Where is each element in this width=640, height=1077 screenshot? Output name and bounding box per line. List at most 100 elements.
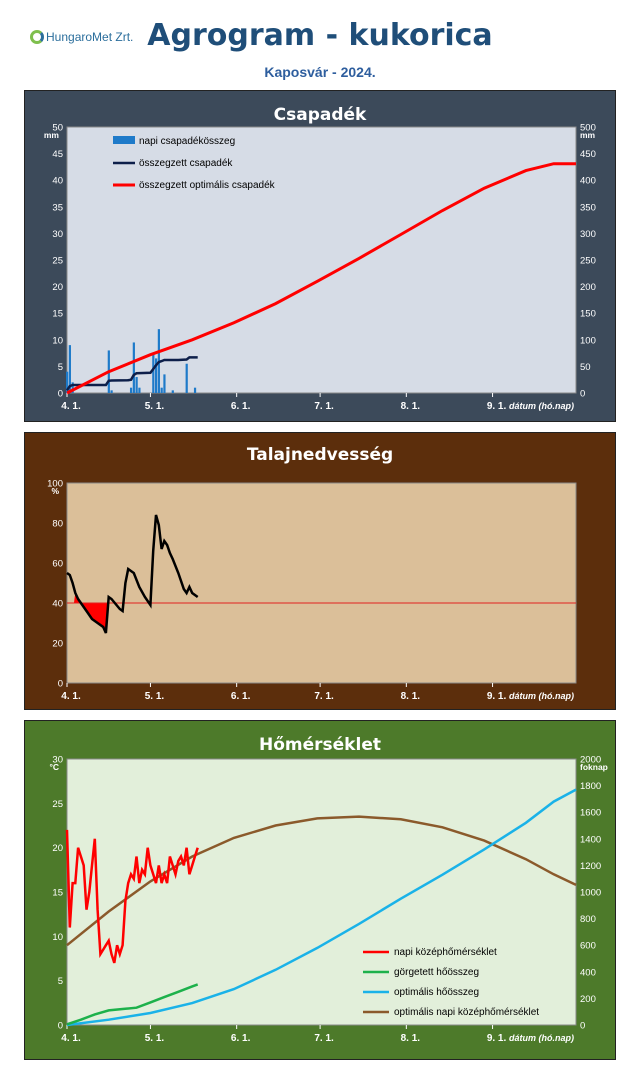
precipitation-bar [68,345,71,393]
x-tick-label: 8. 1. [401,691,421,702]
x-tick-label: 7. 1. [314,691,334,702]
x-tick-label: 4. 1. [61,401,81,412]
x-tick-label: 7. 1. [314,401,334,412]
right-y-tick-label: 1000 [580,888,601,899]
x-tick-label: 5. 1. [145,401,165,412]
temperature-panel: Hőmérséklet 4. 1. 5. 1. 6. 1. 7. 1. 8. 1. 9. … [24,720,616,1060]
legend-label: optimális napi középhőmérséklet [394,1007,539,1018]
x-tick-label: 9. 1. [487,401,507,412]
temperature-title: Hőmérséklet [259,735,381,755]
right-y-tick-label: 100 [580,335,596,346]
soil-moisture-line [66,514,199,634]
right-y-tick-label: 200 [580,282,596,293]
precipitation-panel: Csapadék 4. 1. 5. 1. 6. 1. 7. 1. 8. 1. 9. 1. d… [24,90,616,422]
soil-moisture-chart: 4. 1. 5. 1. 6. 1. 7. 1. 8. 1. 9. 1. dátum (hó.… [47,479,577,702]
precipitation-bar [71,382,74,393]
left-y-unit: °C [49,762,59,772]
left-y-tick-label: 100 [47,479,63,490]
left-y-tick-label: 0 [58,389,63,400]
right-y-tick-label: 50 [580,362,591,373]
x-tick-label: 6. 1. [231,401,251,412]
left-y-tick-label: 20 [52,639,63,650]
left-y-tick-label: 50 [52,123,63,134]
precipitation-bar [129,387,133,393]
cumulative-precipitation-line [65,356,198,391]
right-y-tick-label: 500 [580,123,596,134]
soil-moisture-title: Talajnedvesség [246,445,394,465]
precipitation-bar [110,390,113,393]
left-y-tick-label: 30 [52,755,63,766]
left-y-tick-label: 0 [58,679,63,690]
rolling-heat-sum-line [66,983,199,1026]
right-y-tick-label: 1200 [580,861,601,872]
precipitation-bar [163,374,166,393]
x-axis-label: dátum (hó.nap) [509,1033,574,1043]
right-y-tick-label: 2000 [580,755,601,766]
right-y-tick-label: 400 [580,176,596,187]
precipitation-bar [135,377,138,393]
x-tick-label: 7. 1. [314,1033,334,1044]
precipitation-bar [132,342,135,393]
left-y-tick-label: 60 [52,559,63,570]
plot-area [66,126,577,394]
x-tick-label: 5. 1. [145,1033,165,1044]
precipitation-bar [152,353,155,393]
left-y-tick-label: 10 [52,932,63,943]
left-y-tick-label: 45 [52,149,63,160]
left-y-tick-label: 0 [58,1021,63,1032]
right-y-unit: foknap [580,762,608,772]
x-tick-label: 6. 1. [231,1033,251,1044]
right-y-tick-label: 400 [580,967,596,978]
precipitation-bar [193,387,197,393]
soil-moisture-panel: Talajnedvesség 4. 1. 5. 1. 6. 1. 7. 1. 8. 1.… [24,432,616,710]
page-title: Agrogram - kukorica [147,18,493,53]
page-subtitle: Kaposvár - 2024. [264,64,376,80]
right-y-tick-label: 200 [580,994,596,1005]
legend-label: napi csapadékösszeg [139,136,235,147]
right-y-tick-label: 350 [580,202,596,213]
right-y-tick-label: 1800 [580,781,601,792]
temperature-chart: 4. 1. 5. 1. 6. 1. 7. 1. 8. 1. 9. 1. dátum (hó.… [49,755,608,1045]
precipitation-bar [66,371,69,393]
left-y-tick-label: 40 [52,599,63,610]
right-y-tick-label: 0 [580,1021,585,1032]
precipitation-bar [138,387,141,393]
y-unit: % [51,486,59,496]
precipitation-chart: 4. 1. 5. 1. 6. 1. 7. 1. 8. 1. 9. 1. dátum (hó.… [44,123,596,413]
plot-area [66,758,577,1026]
x-tick-label: 9. 1. [487,691,507,702]
right-y-tick-label: 150 [580,309,596,320]
left-y-unit: mm [44,130,60,140]
legend-label: optimális hőösszeg [394,987,479,998]
left-y-tick-label: 15 [52,888,63,899]
precipitation-title: Csapadék [273,105,367,125]
logo: HungaroMet Zrt. [30,30,133,44]
x-tick-label: 9. 1. [487,1033,507,1044]
right-y-tick-label: 600 [580,941,596,952]
left-y-tick-label: 30 [52,229,63,240]
left-y-tick-label: 25 [52,799,63,810]
x-axis-label: dátum (hó.nap) [509,401,574,411]
plot-area [66,482,577,684]
x-tick-label: 5. 1. [145,691,165,702]
x-tick-label: 6. 1. [231,691,251,702]
right-y-tick-label: 1600 [580,808,601,819]
left-y-tick-label: 20 [52,843,63,854]
right-y-tick-label: 0 [580,389,585,400]
daily-mean-temperature-line [65,829,199,964]
left-y-tick-label: 80 [52,519,63,530]
right-y-tick-label: 250 [580,256,596,267]
header: HungaroMet Zrt. Agrogram - kukorica Kapo… [0,0,640,90]
optimal-heat-sum-line [66,788,577,1027]
precipitation-bar [155,358,158,393]
left-y-tick-label: 10 [52,335,63,346]
legend-label: összegzett csapadék [139,158,233,169]
right-y-tick-label: 800 [580,914,596,925]
logo-text: HungaroMet Zrt. [46,30,134,44]
legend-label: összegzett optimális csapadék [139,180,276,191]
x-tick-label: 8. 1. [401,401,421,412]
left-y-tick-label: 5 [58,362,63,373]
left-y-tick-label: 15 [52,309,63,320]
x-axis-label: dátum (hó.nap) [509,691,574,701]
left-y-tick-label: 25 [52,256,63,267]
